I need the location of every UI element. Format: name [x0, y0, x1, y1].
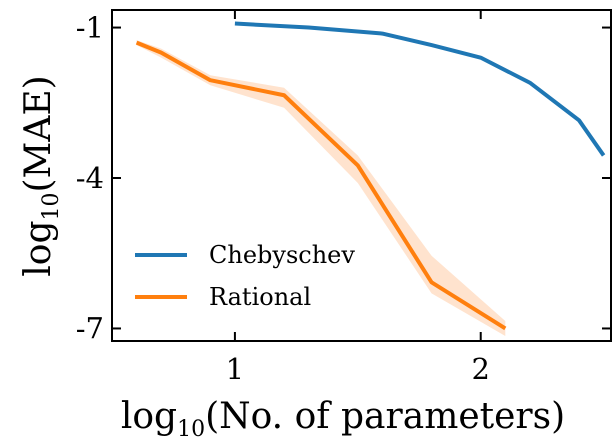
confidence-bands: [136, 40, 506, 336]
series-0-line: [234, 21, 606, 157]
plot-frame: [111, 9, 612, 342]
x-axis-label-base: log: [121, 396, 177, 437]
x-axis-label-sub: 10: [177, 417, 205, 440]
y-tick-label: -4: [76, 161, 104, 195]
y-axis-label-base: log: [18, 221, 59, 277]
axis-ticks: 1 2 -1 -4 -7: [76, 10, 611, 386]
series-lines: [135, 21, 606, 331]
series-1-line: [135, 40, 507, 331]
x-tick-label: 1: [226, 352, 244, 386]
x-axis-label: log10(No. of parameters): [121, 396, 565, 440]
y-tick-label: -1: [76, 11, 104, 45]
legend: Chebyschev Rational: [135, 241, 355, 311]
y-axis-label: log10(MAE): [18, 75, 64, 276]
legend-label-0: Chebyschev: [209, 241, 355, 269]
x-axis-label-rest: (No. of parameters): [205, 396, 565, 437]
series-1-band: [136, 40, 506, 336]
y-axis-label-rest: (MAE): [18, 75, 59, 192]
x-tick-label: 2: [471, 352, 489, 386]
y-axis-label-sub: 10: [39, 193, 64, 221]
legend-label-1: Rational: [209, 283, 311, 311]
y-tick-label: -7: [76, 311, 104, 345]
